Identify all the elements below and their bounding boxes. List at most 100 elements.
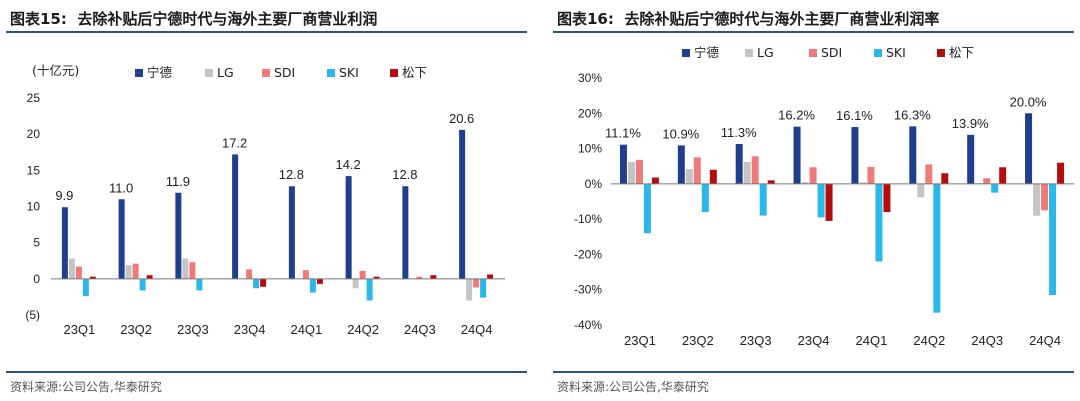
legend-label-sdi: SDI — [274, 65, 295, 80]
x-tick-label: 23Q2 — [682, 333, 714, 348]
y-tick-label: 10 — [27, 200, 41, 214]
y-tick-label: 10% — [578, 142, 602, 156]
legend-swatch-sdi — [262, 69, 270, 77]
bar-ski — [759, 183, 767, 216]
bar-lg — [627, 161, 635, 184]
bar-ski — [82, 278, 89, 297]
chart-panel-left: 图表15: 去除补贴后宁德时代与海外主要厂商营业利润 (5) 0 5 10 15 20 25… — [0, 0, 533, 401]
bar-sdi — [1041, 183, 1049, 211]
legend-swatch-lg — [205, 69, 213, 77]
bar-panasonic — [767, 180, 775, 184]
bar-catl — [619, 144, 627, 184]
bar-lg — [685, 169, 693, 184]
bar-ski — [643, 183, 651, 234]
source-rule — [6, 371, 527, 373]
bar-sdi — [132, 263, 139, 279]
bar-catl — [1025, 113, 1033, 184]
chart-svg: -40% -30% -20% -10% 0% 10% 20% 30% 宁德 LG SDI SKI 松下 1… — [574, 45, 1074, 348]
legend-label-ski: SKI — [339, 65, 359, 80]
source-note: 资料来源:公司公告,华泰研究 — [557, 380, 709, 394]
bar-sdi — [416, 276, 423, 279]
bar-ski — [480, 278, 487, 298]
y-tick-label: 20% — [578, 106, 602, 120]
bar-ski — [991, 183, 999, 193]
chart-title: 图表16: 去除补贴后宁德时代与海外主要厂商营业利润率 — [557, 8, 939, 29]
data-label: 20.6 — [449, 111, 474, 126]
data-label: 13.9% — [952, 116, 989, 131]
y-tick-label: -40% — [574, 318, 602, 332]
bar-sdi — [983, 178, 991, 184]
y-tick-label: 0 — [33, 272, 40, 286]
y-tick-label: 0% — [585, 177, 603, 191]
bar-panasonic — [487, 274, 494, 279]
bar-sdi — [751, 156, 759, 184]
x-tick-label: 24Q1 — [290, 322, 322, 337]
data-label: 12.8 — [392, 167, 417, 182]
data-label: 16.1% — [836, 108, 873, 123]
legend-swatch-catl — [135, 69, 143, 77]
data-label: 16.2% — [778, 108, 815, 123]
bar-sdi — [635, 159, 643, 184]
legend-label-panasonic: 松下 — [402, 65, 427, 80]
bar-catl — [909, 126, 917, 184]
bar-ski — [366, 278, 373, 301]
legend-label-ski: SKI — [886, 45, 906, 60]
bar-sdi — [302, 270, 309, 279]
bar-catl — [735, 143, 743, 184]
legend-label-catl: 宁德 — [694, 45, 720, 60]
bar-catl — [232, 154, 239, 279]
legend-swatch-ski — [327, 69, 335, 77]
legend-label-lg: LG — [757, 45, 774, 60]
bar-ski — [933, 183, 941, 313]
y-tick-label: -10% — [574, 212, 602, 226]
bar-panasonic — [146, 275, 153, 279]
bar-panasonic — [883, 183, 891, 213]
bar-catl — [793, 126, 801, 184]
data-label: 9.9 — [55, 188, 73, 203]
bar-sdi — [809, 167, 817, 184]
legend-label-lg: LG — [217, 65, 234, 80]
data-label: 16.3% — [894, 107, 931, 122]
figure-title-text: 去除补贴后宁德时代与海外主要厂商营业利润率 — [624, 10, 940, 28]
chart-svg: (5) 0 5 10 15 20 25 (十亿元) 宁德 LG SDI SKI 松下 9.9 23Q1 11.… — [25, 63, 505, 337]
legend-label-panasonic: 松下 — [949, 45, 974, 60]
data-label: 11.9 — [166, 174, 190, 189]
bar-catl — [967, 134, 975, 184]
bar-sdi — [359, 270, 366, 279]
y-tick-label: 5 — [33, 236, 40, 250]
bar-lg — [182, 258, 189, 279]
legend-label-catl: 宁德 — [147, 65, 173, 80]
y-tick-label: 25 — [27, 91, 41, 105]
bar-panasonic — [260, 278, 267, 287]
bar-ski — [309, 278, 316, 293]
bar-panasonic — [1057, 162, 1065, 184]
x-tick-label: 24Q1 — [856, 333, 888, 348]
bar-ski — [817, 183, 825, 218]
bar-lg — [125, 265, 132, 279]
x-tick-label: 23Q3 — [740, 333, 772, 348]
bar-ski — [139, 278, 146, 291]
x-tick-label: 23Q3 — [177, 322, 209, 337]
legend-swatch-lg — [745, 49, 753, 57]
bar-panasonic — [709, 169, 717, 184]
legend-label-sdi: SDI — [821, 45, 842, 60]
y-tick-label: (5) — [25, 308, 40, 322]
legend-swatch-panasonic — [937, 49, 945, 57]
bar-ski — [701, 183, 709, 213]
x-tick-label: 23Q2 — [120, 322, 152, 337]
figure-number: 图表15: — [10, 10, 67, 28]
bar-catl — [402, 186, 409, 279]
x-tick-label: 23Q1 — [63, 322, 95, 337]
bar-panasonic — [430, 275, 437, 279]
bar-sdi — [867, 166, 875, 184]
bar-ski — [1049, 183, 1057, 296]
bar-panasonic — [316, 278, 323, 284]
x-tick-label: 24Q4 — [461, 322, 493, 337]
legend-swatch-catl — [682, 49, 690, 57]
bar-panasonic — [373, 276, 380, 279]
y-tick-label: -20% — [574, 247, 602, 261]
data-label: 17.2 — [222, 135, 247, 150]
bar-sdi — [693, 157, 701, 184]
legend-swatch-panasonic — [390, 69, 398, 77]
bar-panasonic — [941, 173, 949, 184]
